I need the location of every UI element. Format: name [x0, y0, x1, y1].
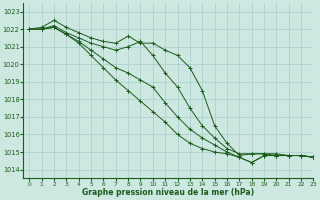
X-axis label: Graphe pression niveau de la mer (hPa): Graphe pression niveau de la mer (hPa) — [82, 188, 254, 197]
